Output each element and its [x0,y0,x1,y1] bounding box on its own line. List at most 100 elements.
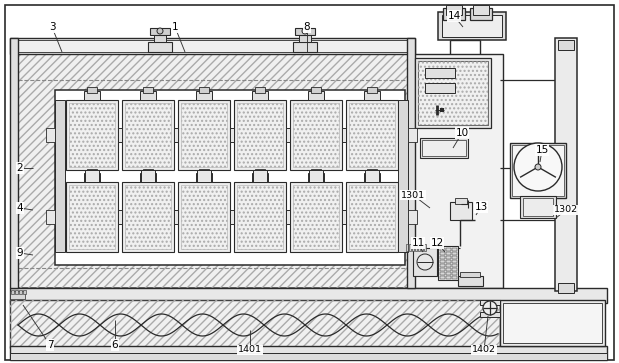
Bar [500,300,605,346]
Bar [349,103,395,167]
Bar [140,91,156,100]
Bar [443,8,465,20]
Bar [409,244,411,251]
Text: 1302: 1302 [554,205,578,215]
Circle shape [157,28,163,34]
Bar [440,268,445,271]
Bar [87,87,97,93]
Bar [460,272,480,277]
Bar [311,169,321,175]
Bar [512,145,564,196]
Bar [367,169,377,175]
Bar [440,272,445,275]
Bar [237,103,283,167]
Bar [286,128,290,142]
Bar [199,87,209,93]
Bar [470,8,492,20]
Text: 1: 1 [171,22,178,32]
Bar [418,61,488,125]
Bar [84,91,100,100]
Circle shape [483,301,497,315]
Bar [346,100,398,170]
Bar [425,68,455,78]
Bar [446,276,451,279]
Bar [255,169,265,175]
Text: 12: 12 [430,238,444,248]
Bar [178,182,230,252]
Bar [234,182,286,252]
Bar [342,128,346,142]
Bar [421,244,423,251]
Bar [408,128,417,142]
Bar [46,128,55,142]
Bar [293,185,339,249]
Bar [148,42,172,52]
Bar [440,276,445,279]
Bar [413,248,437,276]
Bar [66,100,118,170]
Bar [290,182,342,252]
Bar [342,210,346,224]
Bar [181,185,227,249]
Text: 15: 15 [535,145,548,155]
Bar [252,91,268,100]
Bar [364,173,380,182]
Bar [558,283,574,293]
Bar [118,128,122,142]
Bar [349,185,395,249]
Bar [308,91,324,100]
Bar [181,103,227,167]
Bar [125,185,171,249]
Bar [450,202,472,220]
Bar [295,28,315,35]
Bar [178,100,230,170]
Bar [55,90,405,265]
Bar [69,185,115,249]
Bar [415,244,417,251]
Bar [299,34,311,42]
Bar [422,140,466,156]
Bar [446,256,451,259]
Bar [10,38,18,288]
Bar [438,246,458,280]
Bar [420,138,468,158]
Bar [230,128,234,142]
Bar [418,61,488,125]
Bar [253,170,267,182]
Circle shape [417,254,433,270]
Bar [452,260,457,263]
Bar [196,91,212,100]
Text: 3: 3 [49,22,55,32]
Bar [446,252,451,255]
Bar [442,15,502,37]
Bar [446,248,451,251]
Bar [10,291,25,299]
Bar [197,170,211,182]
Bar [446,260,451,263]
Text: 4: 4 [17,203,24,213]
Bar [555,38,577,291]
Bar [154,34,166,42]
Bar [440,256,445,259]
Bar [510,143,566,198]
Text: 10: 10 [456,128,469,138]
Bar [286,210,290,224]
Bar [452,252,457,255]
Circle shape [302,28,308,34]
Bar [85,170,99,182]
Bar [199,169,209,175]
Bar [520,196,556,218]
Bar [425,83,455,93]
Bar [424,244,426,251]
Bar [84,173,100,182]
Bar [237,185,283,249]
Bar [140,173,156,182]
Bar [440,260,445,263]
Bar [10,300,500,348]
Bar [473,5,489,15]
Text: 14: 14 [448,11,461,21]
Bar [55,100,65,252]
Bar [118,210,122,224]
Bar [46,210,55,224]
Bar [440,248,445,251]
